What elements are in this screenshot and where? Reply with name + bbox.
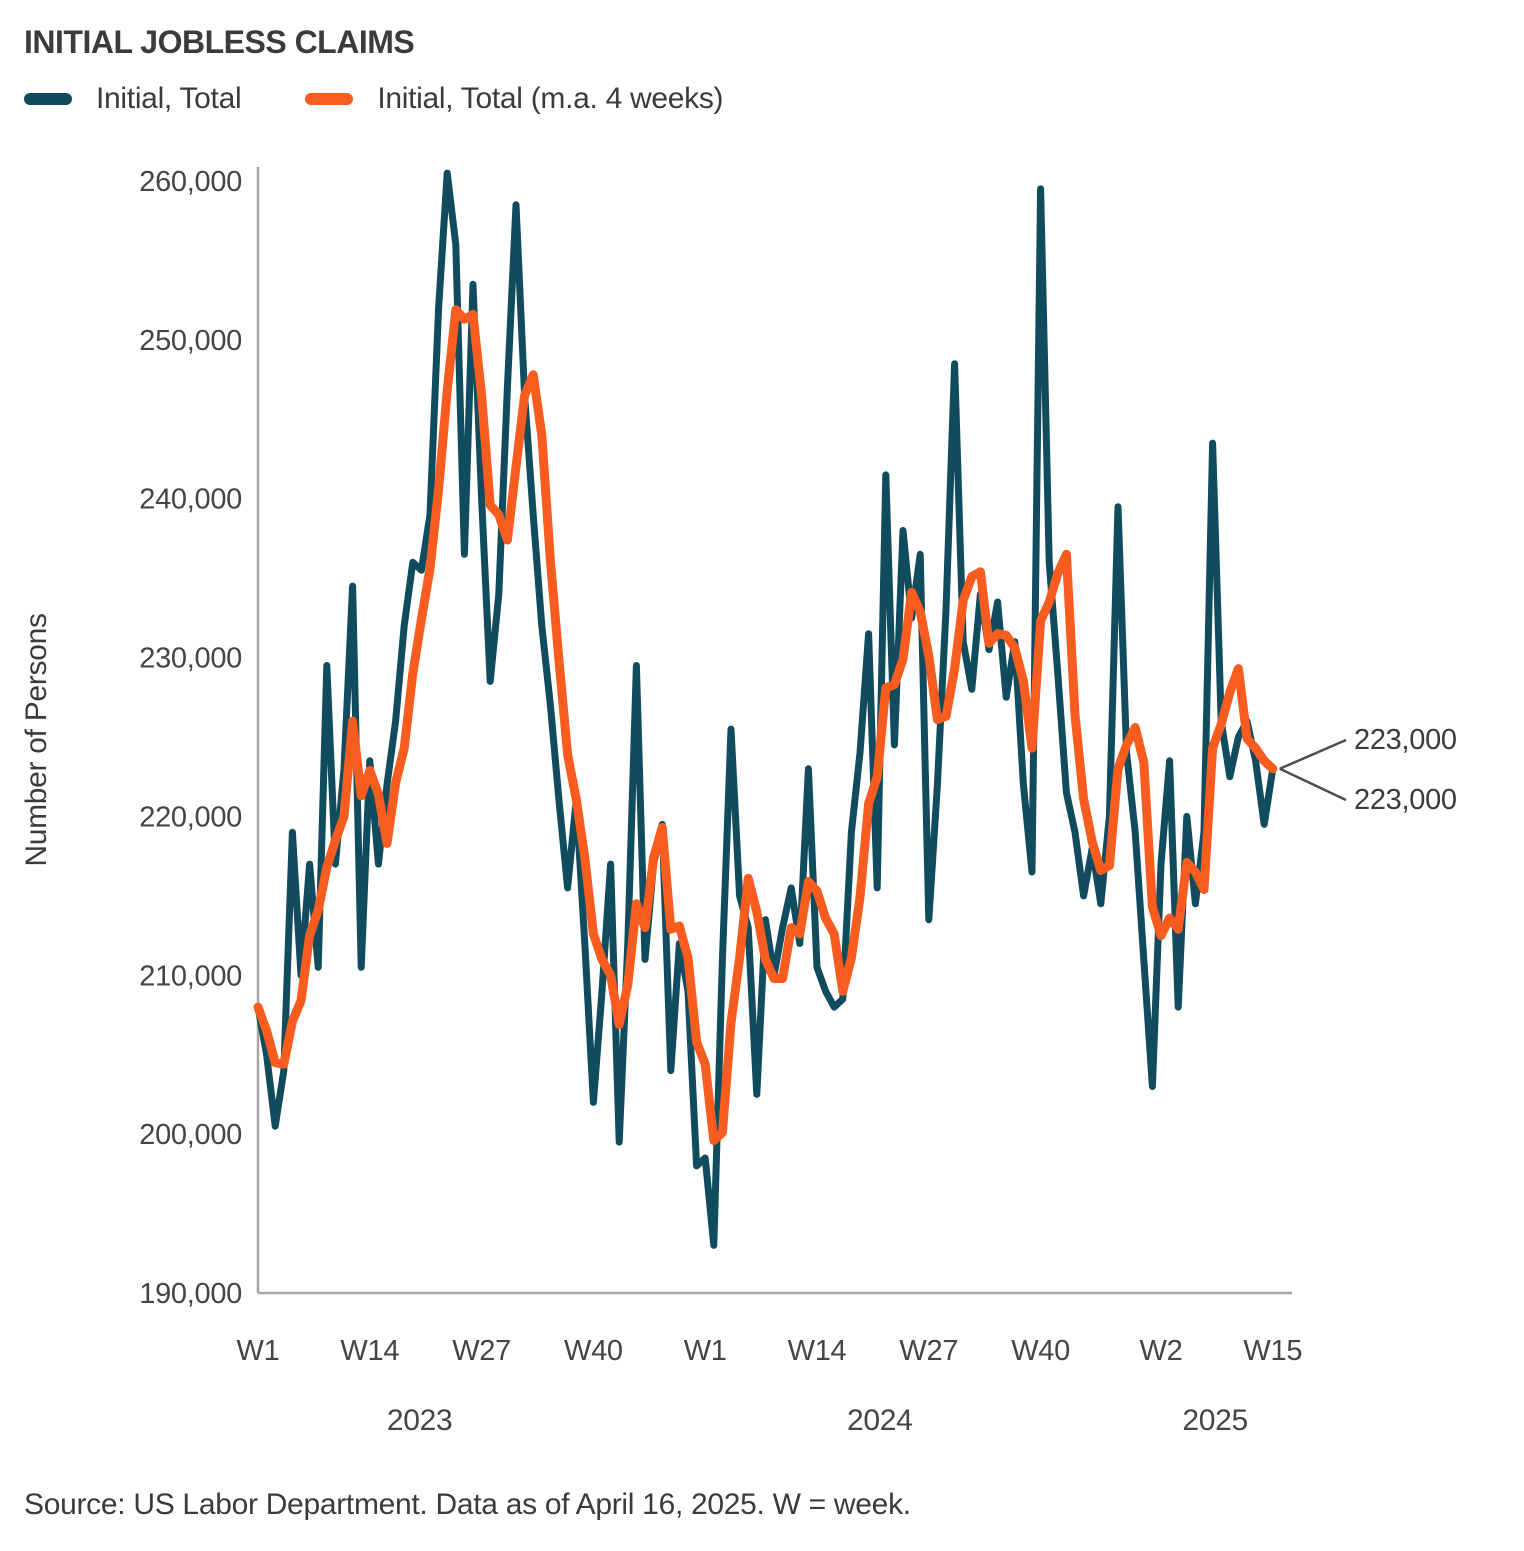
annotation-value-total: 223,000 (1354, 783, 1457, 816)
y-tick-label: 220,000 (139, 801, 242, 833)
legend-swatch-initial-total (24, 93, 72, 105)
y-tick-label: 210,000 (139, 960, 242, 992)
legend-item-ma4: Initial, Total (m.a. 4 weeks) (305, 82, 724, 116)
x-tick-label: W14 (788, 1335, 847, 1367)
x-year-label: 2024 (847, 1404, 913, 1437)
x-tick-label: W2 (1140, 1335, 1183, 1367)
series-line-ma4-weeks (253, 305, 1278, 1145)
annotation-leader-lines (1279, 738, 1347, 802)
y-tick-label: 200,000 (139, 1119, 242, 1151)
x-year-label: 2025 (1182, 1404, 1248, 1437)
legend: Initial, Total Initial, Total (m.a. 4 we… (24, 82, 724, 116)
y-tick-label: 190,000 (139, 1278, 242, 1310)
annotation-value-ma4: 223,000 (1354, 723, 1457, 756)
chart-title: INITIAL JOBLESS CLAIMS (24, 24, 415, 60)
x-tick-label: W14 (340, 1335, 399, 1367)
legend-label-initial-total: Initial, Total (96, 82, 242, 115)
x-tick-label: W27 (899, 1335, 958, 1367)
x-tick-label: W40 (1011, 1335, 1070, 1367)
x-tick-label: W15 (1243, 1335, 1302, 1367)
source-note: Source: US Labor Department. Data as of … (24, 1488, 911, 1521)
legend-label-ma4: Initial, Total (m.a. 4 weeks) (377, 82, 724, 115)
series-line-initial-total (254, 169, 1277, 1249)
y-tick-label: 260,000 (139, 166, 242, 198)
y-tick-label: 240,000 (139, 484, 242, 516)
y-tick-label: 230,000 (139, 643, 242, 675)
x-tick-label: W27 (452, 1335, 511, 1367)
legend-item-initial-total: Initial, Total (24, 82, 242, 116)
y-tick-label: 250,000 (139, 325, 242, 357)
x-tick-label: W1 (684, 1335, 727, 1367)
x-year-label: 2023 (387, 1404, 453, 1437)
x-tick-label: W1 (237, 1335, 280, 1367)
x-tick-label: W40 (564, 1335, 623, 1367)
legend-swatch-ma4 (305, 93, 354, 105)
